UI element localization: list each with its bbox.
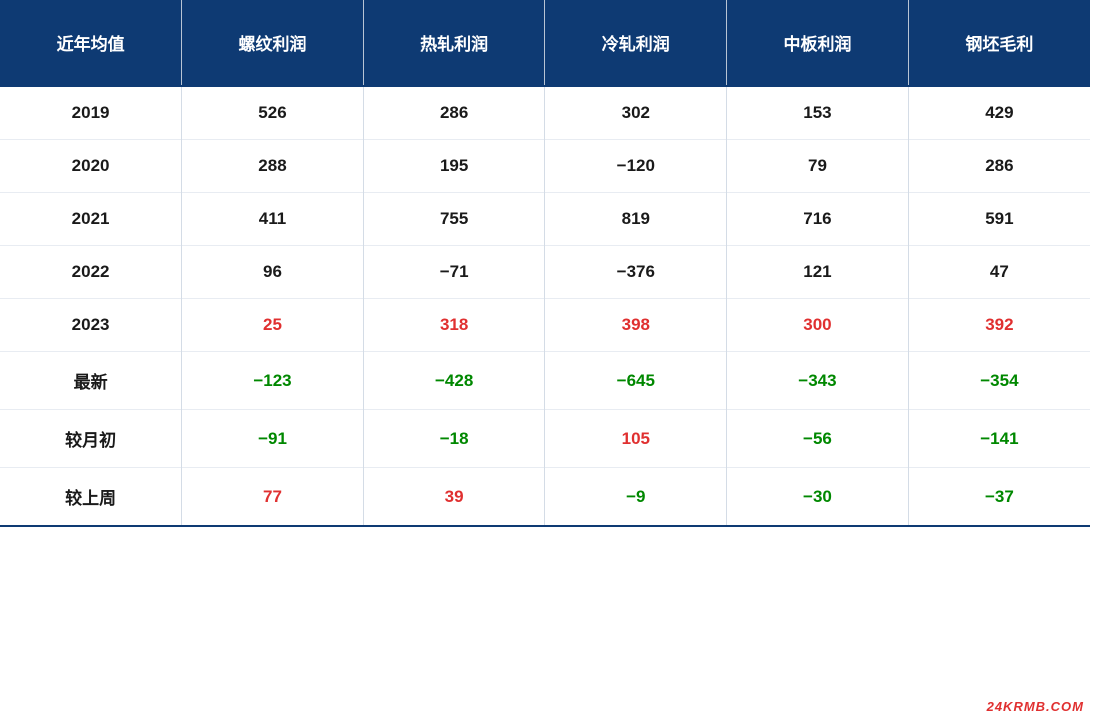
profit-table-container: 近年均值 螺纹利润 热轧利润 冷轧利润 中板利润 钢坯毛利 2019526286…	[0, 0, 1090, 527]
row-label: 2019	[0, 86, 182, 140]
cell-value: 195	[363, 140, 545, 193]
cell-value: −645	[545, 352, 727, 410]
cell-value: 39	[363, 468, 545, 527]
cell-value: −120	[545, 140, 727, 193]
cell-value: 300	[727, 299, 909, 352]
col-header-coldrolled: 冷轧利润	[545, 0, 727, 86]
row-label: 2022	[0, 246, 182, 299]
table-row: 较月初−91−18105−56−141	[0, 410, 1090, 468]
row-label: 最新	[0, 352, 182, 410]
cell-value: 318	[363, 299, 545, 352]
cell-value: 411	[182, 193, 364, 246]
cell-value: 398	[545, 299, 727, 352]
cell-value: 716	[727, 193, 909, 246]
col-header-label: 近年均值	[0, 0, 182, 86]
table-row: 2021411755819716591	[0, 193, 1090, 246]
row-label: 2021	[0, 193, 182, 246]
watermark-text: 24KRMB.COM	[987, 699, 1084, 714]
cell-value: 25	[182, 299, 364, 352]
cell-value: 286	[363, 86, 545, 140]
row-label: 2020	[0, 140, 182, 193]
table-row: 202296−71−37612147	[0, 246, 1090, 299]
cell-value: −376	[545, 246, 727, 299]
cell-value: −56	[727, 410, 909, 468]
table-row: 2019526286302153429	[0, 86, 1090, 140]
profit-table: 近年均值 螺纹利润 热轧利润 冷轧利润 中板利润 钢坯毛利 2019526286…	[0, 0, 1090, 527]
table-row: 2020288195−12079286	[0, 140, 1090, 193]
table-header: 近年均值 螺纹利润 热轧利润 冷轧利润 中板利润 钢坯毛利	[0, 0, 1090, 86]
row-label: 2023	[0, 299, 182, 352]
table-row: 较上周7739−9−30−37	[0, 468, 1090, 527]
cell-value: 429	[908, 86, 1090, 140]
cell-value: 288	[182, 140, 364, 193]
col-header-plate: 中板利润	[727, 0, 909, 86]
cell-value: 77	[182, 468, 364, 527]
cell-value: 526	[182, 86, 364, 140]
cell-value: 591	[908, 193, 1090, 246]
cell-value: −428	[363, 352, 545, 410]
cell-value: 79	[727, 140, 909, 193]
cell-value: 286	[908, 140, 1090, 193]
col-header-hotrolled: 热轧利润	[363, 0, 545, 86]
cell-value: −91	[182, 410, 364, 468]
cell-value: 121	[727, 246, 909, 299]
cell-value: 755	[363, 193, 545, 246]
col-header-rebar: 螺纹利润	[182, 0, 364, 86]
cell-value: −354	[908, 352, 1090, 410]
cell-value: 47	[908, 246, 1090, 299]
cell-value: −37	[908, 468, 1090, 527]
header-row: 近年均值 螺纹利润 热轧利润 冷轧利润 中板利润 钢坯毛利	[0, 0, 1090, 86]
cell-value: −343	[727, 352, 909, 410]
cell-value: 819	[545, 193, 727, 246]
cell-value: −30	[727, 468, 909, 527]
cell-value: −123	[182, 352, 364, 410]
cell-value: 153	[727, 86, 909, 140]
cell-value: −9	[545, 468, 727, 527]
table-row: 最新−123−428−645−343−354	[0, 352, 1090, 410]
row-label: 较上周	[0, 468, 182, 527]
cell-value: 302	[545, 86, 727, 140]
col-header-billet: 钢坯毛利	[908, 0, 1090, 86]
row-label: 较月初	[0, 410, 182, 468]
cell-value: −71	[363, 246, 545, 299]
table-body: 20195262863021534292020288195−1207928620…	[0, 86, 1090, 526]
cell-value: 96	[182, 246, 364, 299]
table-row: 202325318398300392	[0, 299, 1090, 352]
cell-value: −141	[908, 410, 1090, 468]
cell-value: −18	[363, 410, 545, 468]
cell-value: 105	[545, 410, 727, 468]
cell-value: 392	[908, 299, 1090, 352]
